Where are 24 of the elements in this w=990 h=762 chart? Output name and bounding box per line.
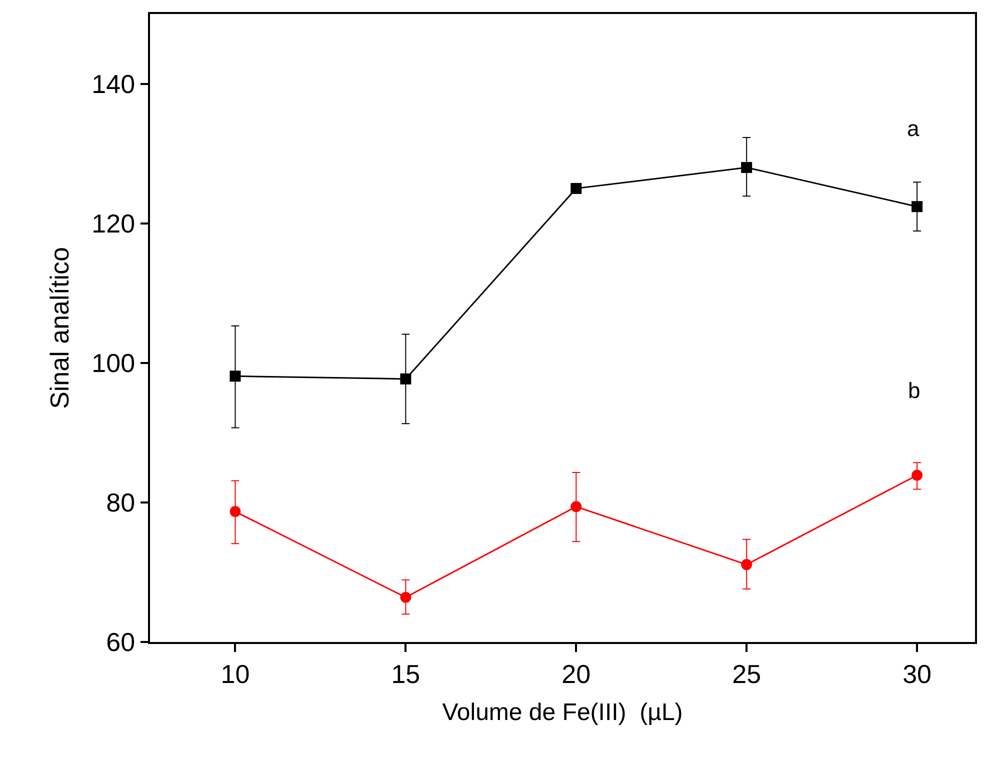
point	[741, 559, 752, 570]
x-tick-label: 15	[391, 658, 420, 689]
y-tick-label: 120	[92, 208, 136, 238]
x-tick-label: 10	[220, 658, 250, 689]
point	[912, 470, 923, 481]
x-tick-label: 25	[732, 658, 762, 689]
point	[570, 182, 582, 194]
point	[570, 501, 582, 512]
annotation: b	[908, 378, 920, 403]
y-axis-title: Sinal analítico	[44, 247, 75, 409]
point	[230, 370, 241, 382]
point	[230, 506, 241, 518]
point	[912, 201, 923, 212]
y-tick-label: 60	[106, 627, 136, 658]
x-axis-title: Volume de Fe(III) (µL)	[442, 698, 683, 726]
point	[400, 592, 412, 603]
y-tick-label: 80	[106, 488, 136, 518]
annotation: a	[907, 116, 920, 141]
y-tick-label: 140	[92, 68, 136, 99]
y-tick-label: 100	[92, 348, 136, 378]
x-tick-label: 30	[902, 658, 932, 689]
point	[741, 162, 752, 174]
point	[400, 373, 412, 384]
x-tick-label: 20	[562, 658, 591, 689]
